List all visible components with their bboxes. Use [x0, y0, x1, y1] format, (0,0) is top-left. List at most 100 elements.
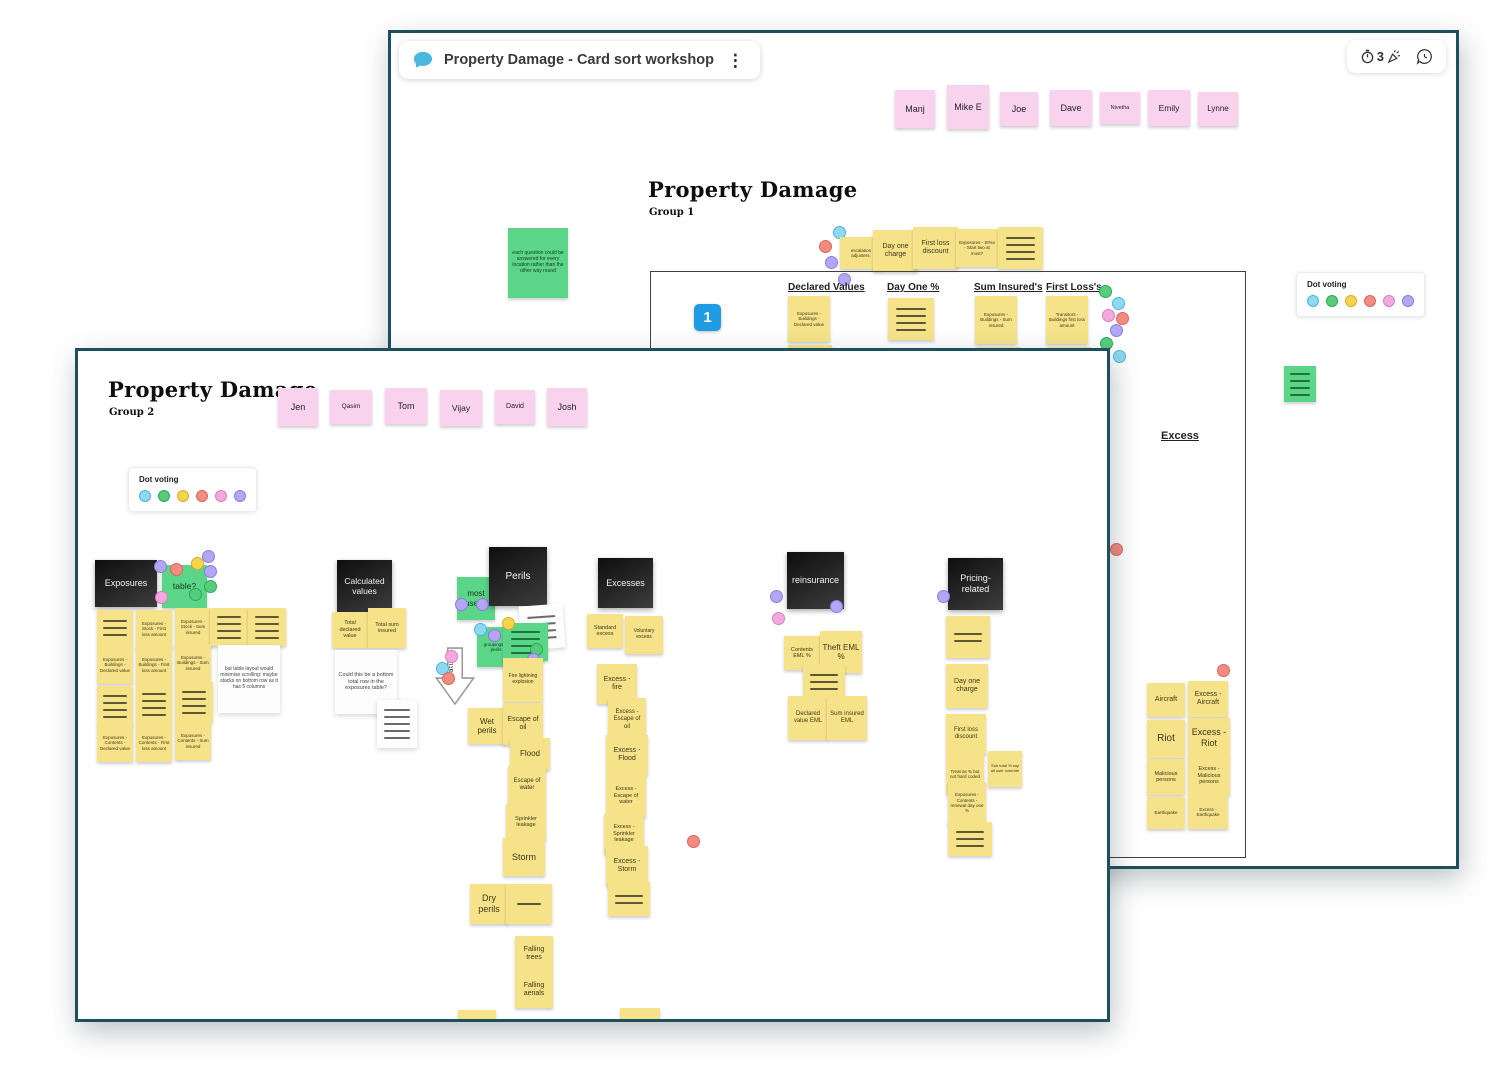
vote-dot-pink[interactable]	[215, 490, 227, 502]
vote-dot[interactable]	[502, 617, 515, 630]
name-tag[interactable]: Joe	[1000, 92, 1038, 126]
sticky-note[interactable]: Excess - Escape of water	[606, 775, 646, 817]
sticky-note[interactable]: Day one charge	[946, 664, 988, 708]
vote-dot[interactable]	[191, 557, 204, 570]
name-tag[interactable]: Jen	[278, 388, 318, 426]
name-tag[interactable]: Lynne	[1198, 92, 1238, 126]
vote-dot[interactable]	[1110, 324, 1123, 337]
sticky-note[interactable]: Earthquake	[1147, 797, 1185, 829]
sticky-note[interactable]: Flood	[510, 738, 550, 770]
vote-dot-red[interactable]	[196, 490, 208, 502]
sticky-note[interactable]: Exposures - Buildings - First loss amoun…	[136, 646, 172, 684]
sticky-note[interactable]: Transitors - Buildings first loss amount	[1046, 296, 1088, 344]
sticky-note[interactable]: Excess - Storm	[606, 846, 648, 886]
sticky-note[interactable]	[506, 884, 552, 924]
sticky-note[interactable]: Exposures - Contents - First loss amount	[136, 724, 172, 762]
vote-dot[interactable]	[474, 623, 487, 636]
vote-dot[interactable]	[442, 672, 455, 685]
sticky-note[interactable]	[97, 686, 133, 726]
vote-dot[interactable]	[1116, 312, 1129, 325]
sticky-note[interactable]	[97, 610, 133, 646]
vote-dot-yellow[interactable]	[1345, 295, 1357, 307]
vote-dot[interactable]	[830, 600, 843, 613]
sticky-note[interactable]	[620, 1008, 660, 1019]
vote-dot-blue[interactable]	[1307, 295, 1319, 307]
sticky-note[interactable]: Exposures - Buildings - Sum insured	[975, 296, 1017, 344]
sticky-note[interactable]: Falling trees	[515, 936, 553, 972]
sticky-note[interactable]: Sprinkler leakage	[506, 804, 546, 840]
sticky-note[interactable]	[888, 298, 934, 340]
vote-dot-purple[interactable]	[234, 490, 246, 502]
sticky-note[interactable]: Excess - Flood	[606, 735, 648, 775]
vote-dot[interactable]	[476, 598, 489, 611]
sticky-note[interactable]	[608, 882, 650, 916]
sticky-note[interactable]	[210, 608, 248, 646]
sticky-note[interactable]	[803, 664, 845, 700]
sticky-note[interactable]: Excess - Riot	[1188, 718, 1230, 758]
name-tag[interactable]: Josh	[547, 388, 587, 426]
vote-dot[interactable]	[937, 590, 950, 603]
sticky-note[interactable]	[946, 616, 990, 658]
sticky-note[interactable]: Subsidence	[458, 1010, 496, 1019]
column-label[interactable]: First Loss's	[1046, 282, 1102, 293]
number-tile[interactable]: 1	[694, 304, 721, 331]
sticky-note[interactable]: Exposures - Contents - renewal day one %	[948, 782, 986, 824]
kebab-menu-icon[interactable]: ⋮	[726, 50, 744, 70]
sticky-note[interactable]	[377, 700, 417, 748]
sticky-note[interactable]: Excess - Malicious persons	[1188, 757, 1230, 795]
sticky-note[interactable]: Excess - Aircraft	[1188, 681, 1228, 717]
vote-dot[interactable]	[154, 560, 167, 573]
category-card[interactable]: reinsurance	[787, 552, 844, 609]
vote-dot[interactable]	[155, 591, 168, 604]
vote-dot[interactable]	[189, 588, 202, 601]
vote-dot[interactable]	[825, 256, 838, 269]
vote-dot[interactable]	[1110, 543, 1123, 556]
sticky-note[interactable]: Contents EML %	[784, 636, 820, 670]
vote-dot-green[interactable]	[1326, 295, 1338, 307]
name-tag[interactable]: David	[495, 390, 535, 424]
sticky-note[interactable]	[248, 608, 286, 646]
vote-dot[interactable]	[833, 226, 846, 239]
sticky-note[interactable]: Falling aerials	[515, 972, 553, 1008]
sticky-note[interactable]: Day one charge	[873, 230, 918, 272]
category-card[interactable]: Exposures	[95, 560, 157, 607]
sticky-note[interactable]	[136, 684, 172, 724]
vote-dot[interactable]	[455, 598, 468, 611]
vote-dot-blue[interactable]	[139, 490, 151, 502]
sticky-note[interactable]: Dry perils	[470, 884, 508, 924]
name-tag[interactable]: Vijay	[440, 390, 482, 426]
sticky-note[interactable]	[948, 822, 992, 856]
sticky-note[interactable]: each question could be answered for ever…	[508, 228, 568, 298]
sticky-note[interactable]: but table layout would minimise scrollin…	[218, 645, 280, 713]
sticky-note[interactable]: Total declared value	[332, 612, 368, 648]
sticky-note[interactable]: Exposures - Stock - First loss amount	[136, 610, 172, 648]
sticky-note[interactable]: Riot	[1147, 720, 1185, 758]
vote-dot-pink[interactable]	[1383, 295, 1395, 307]
vote-dot[interactable]	[170, 563, 183, 576]
vote-dot[interactable]	[488, 629, 501, 642]
vote-dot[interactable]	[819, 240, 832, 253]
name-tag[interactable]: Nivetha	[1100, 92, 1140, 124]
column-label[interactable]: Day One %	[887, 282, 940, 293]
sticky-note[interactable]: Exposures - Contents - Sum insured	[175, 722, 211, 760]
category-card[interactable]: Calculated values	[337, 560, 392, 612]
sticky-note[interactable]: Exposures - Buildings - Sum insured	[175, 644, 211, 682]
name-tag[interactable]: Dave	[1050, 90, 1092, 126]
sticky-note[interactable]: Voluntary excess	[625, 616, 663, 654]
timer-widget[interactable]: 3	[1360, 49, 1401, 64]
vote-dot-purple[interactable]	[1402, 295, 1414, 307]
sticky-note[interactable]	[175, 682, 213, 722]
sticky-note[interactable]: Storm	[503, 838, 545, 876]
sticky-note[interactable]: Total sum insured	[368, 608, 406, 648]
vote-dot-green[interactable]	[158, 490, 170, 502]
vote-dot-red[interactable]	[1364, 295, 1376, 307]
sticky-note[interactable]: Excess - Escape of oil	[608, 698, 646, 742]
column-label[interactable]: Excess	[1161, 430, 1199, 442]
vote-dot[interactable]	[770, 590, 783, 603]
name-tag[interactable]: Qasim	[330, 390, 372, 424]
vote-dot[interactable]	[202, 550, 215, 563]
sticky-note[interactable]: Exposures - SI%s - Start two at most?	[956, 229, 998, 267]
sticky-note[interactable]: First loss discount	[946, 714, 986, 754]
vote-dot[interactable]	[1217, 664, 1230, 677]
sticky-note[interactable]: Exposures - Buildings - Declared value	[97, 646, 133, 684]
